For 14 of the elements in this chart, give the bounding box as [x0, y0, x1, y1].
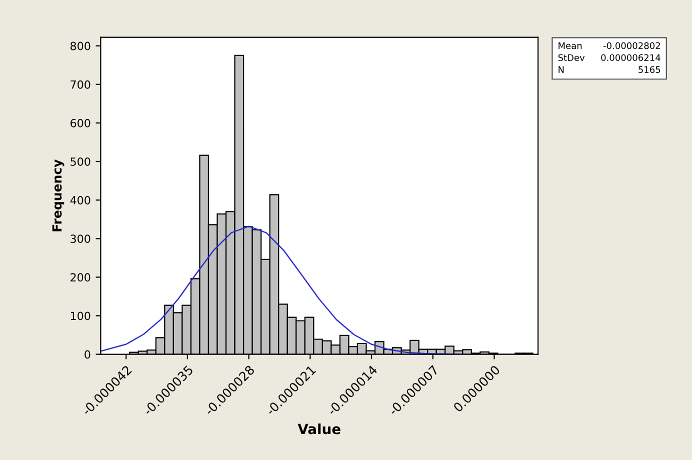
text: Mean -0.00002802: [558, 42, 660, 50]
y-tick-label: 200: [70, 273, 90, 282]
y-tick-label: 300: [70, 234, 90, 243]
y-tick-label: 100: [70, 312, 90, 320]
y-tick-label: 700: [70, 80, 90, 89]
y-tick-label: 400: [70, 196, 90, 204]
y-tick-label: 600: [70, 118, 90, 128]
text: N 5165: [558, 66, 660, 73]
text: StDev 0.000006214: [558, 54, 660, 62]
y-axis-title: Frequency: [52, 159, 64, 232]
y-tick-label: 800: [70, 42, 90, 50]
y-tick-label: 500: [70, 157, 90, 166]
y-tick-label: 0: [84, 350, 90, 359]
x-axis-title: Value: [298, 423, 340, 434]
